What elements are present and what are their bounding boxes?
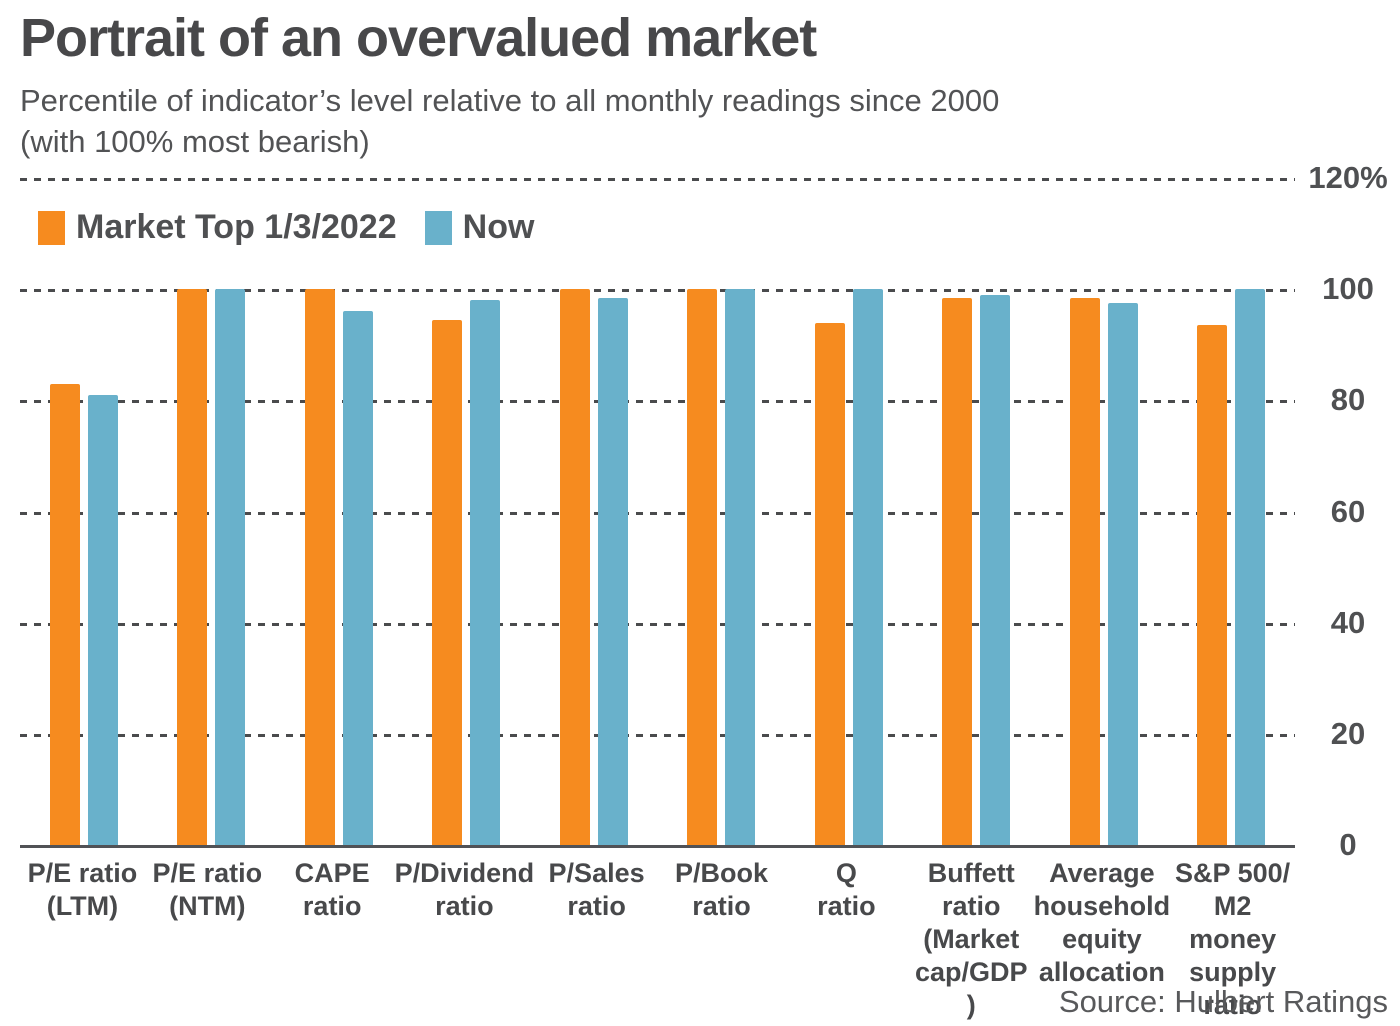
- bar-market-top-9: [1197, 325, 1228, 845]
- bar-market-top-2: [304, 289, 335, 845]
- bar-group-5: [658, 178, 786, 845]
- bar-market-top-1: [177, 289, 208, 845]
- x-label-6: Q ratio: [817, 858, 876, 921]
- y-tick-label-20: 20: [1330, 715, 1366, 751]
- gridline-80: [20, 400, 1295, 404]
- bars-row: [20, 178, 1295, 845]
- legend-label-now: Now: [462, 208, 535, 246]
- y-tick-label-40: 40: [1330, 604, 1366, 640]
- bar-group-3: [403, 178, 531, 845]
- bar-now-0: [87, 394, 118, 845]
- bar-group-1: [148, 178, 276, 845]
- x-label-0: P/E ratio (LTM): [27, 858, 138, 921]
- legend-swatch-now: [424, 210, 452, 245]
- y-tick-label-0: 0: [1339, 827, 1357, 862]
- gridline-40: [20, 622, 1295, 626]
- y-tick-label-120: 120%: [1308, 160, 1388, 195]
- bar-now-7: [980, 294, 1011, 845]
- chart-subtitle: Percentile of indicator’s level relative…: [20, 83, 1000, 159]
- legend-label-market-top: Market Top 1/3/2022: [76, 208, 397, 246]
- bar-market-top-4: [559, 289, 590, 845]
- plot-area: Market Top 1/3/2022 Now: [20, 178, 1295, 848]
- bar-market-top-7: [942, 297, 973, 845]
- bar-now-1: [215, 289, 246, 845]
- bar-now-8: [1107, 303, 1138, 845]
- chart-title: Portrait of an overvalued market: [20, 8, 817, 68]
- bar-market-top-0: [49, 383, 80, 845]
- gridline-100: [20, 289, 1295, 293]
- bar-now-3: [470, 300, 501, 845]
- bar-now-9: [1235, 289, 1266, 845]
- bar-market-top-6: [814, 322, 845, 845]
- bar-now-5: [725, 289, 756, 845]
- bar-group-8: [1040, 178, 1168, 845]
- x-label-4: P/Sales ratio: [548, 858, 645, 921]
- y-tick-label-60: 60: [1330, 493, 1366, 529]
- bar-now-6: [852, 289, 883, 845]
- gridline-20: [20, 733, 1295, 737]
- legend: Market Top 1/3/2022 Now: [38, 208, 534, 247]
- gridline-60: [20, 511, 1295, 515]
- bar-market-top-8: [1069, 297, 1100, 845]
- legend-swatch-market-top: [38, 210, 65, 245]
- x-label-2: CAPE ratio: [294, 858, 370, 921]
- x-axis-labels: P/E ratio (LTM) P/E ratio (NTM) CAPE ratio…: [20, 857, 1295, 1022]
- bar-group-7: [913, 178, 1041, 845]
- bar-group-4: [530, 178, 658, 845]
- x-label-7: Buffett ratio (Market cap/GDP ): [914, 858, 1028, 1020]
- y-axis-labels: 120% 100 80 60 40 20 0: [1300, 160, 1396, 862]
- bar-group-6: [785, 178, 913, 845]
- source-note: Source: Hulbert Ratings: [1058, 984, 1388, 1019]
- bar-now-4: [597, 297, 628, 845]
- x-label-3: P/Dividend ratio: [394, 858, 535, 921]
- x-label-9: S&P 500/ M2 money supply ratio: [1175, 858, 1291, 1020]
- y-tick-label-100: 100: [1322, 271, 1374, 307]
- bar-group-0: [20, 178, 148, 845]
- bar-group-2: [275, 178, 403, 845]
- gridline-120: [20, 178, 1295, 181]
- x-label-5: P/Book ratio: [674, 858, 768, 921]
- bar-market-top-5: [687, 289, 718, 845]
- y-tick-label-80: 80: [1330, 382, 1366, 418]
- x-label-8: Average household equity allocation: [1033, 858, 1171, 987]
- x-label-1: P/E ratio (NTM): [152, 858, 263, 921]
- bar-market-top-3: [432, 319, 463, 845]
- bar-group-9: [1168, 178, 1296, 845]
- bar-now-2: [342, 311, 373, 845]
